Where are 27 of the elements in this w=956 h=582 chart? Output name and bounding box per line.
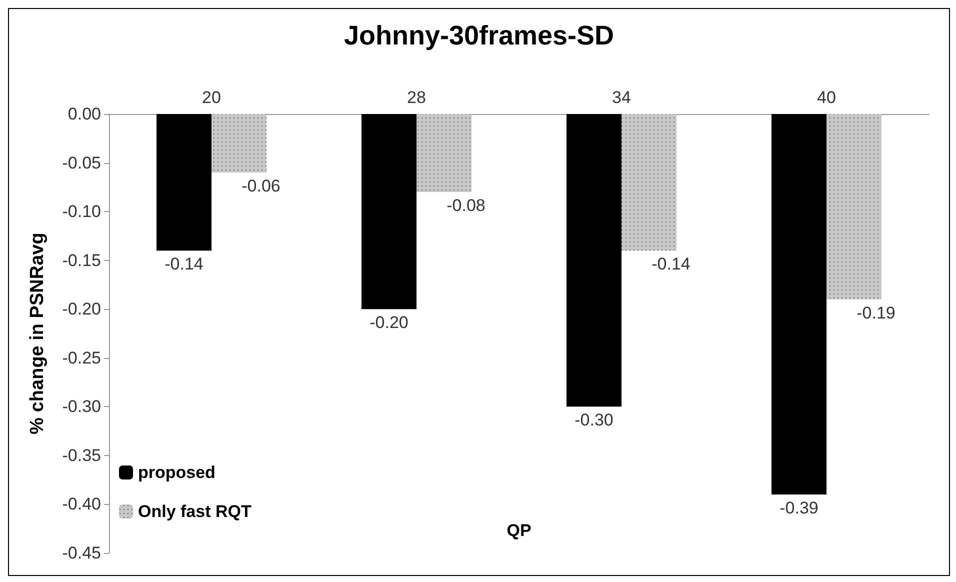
x-tick-label: 20 bbox=[202, 88, 221, 107]
chart-title: Johnny-30frames-SD bbox=[344, 20, 614, 50]
y-tick-label: -0.40 bbox=[62, 494, 101, 514]
y-tick-label: 0.00 bbox=[68, 104, 101, 124]
x-tick-label: 28 bbox=[407, 88, 426, 107]
data-label: -0.14 bbox=[652, 254, 690, 274]
y-tick-label: -0.45 bbox=[62, 544, 101, 562]
data-label: -0.20 bbox=[370, 313, 408, 332]
data-label: -0.30 bbox=[574, 410, 614, 430]
y-axis-title: % change in PSNRavg bbox=[27, 232, 48, 434]
y-tick-label: -0.05 bbox=[62, 153, 101, 172]
data-label: -0.19 bbox=[856, 303, 896, 322]
y-tick-label: -0.25 bbox=[62, 348, 101, 368]
data-label: -0.08 bbox=[446, 196, 486, 216]
legend-label: proposed bbox=[138, 463, 216, 482]
y-tick-label: -0.20 bbox=[62, 300, 101, 319]
y-tick-label: -0.30 bbox=[62, 397, 101, 416]
data-label: -0.39 bbox=[780, 498, 818, 518]
data-label: -0.14 bbox=[164, 254, 204, 274]
x-tick-label: 34 bbox=[612, 88, 631, 107]
y-tick-label: -0.15 bbox=[62, 250, 101, 270]
legend-label: Only fast RQT bbox=[138, 502, 252, 521]
x-axis-title: QP bbox=[506, 521, 532, 540]
y-tick-label: -0.10 bbox=[62, 202, 101, 222]
x-tick-label: 40 bbox=[817, 88, 836, 107]
data-label: -0.06 bbox=[242, 176, 280, 196]
y-tick-label: -0.35 bbox=[62, 446, 101, 465]
